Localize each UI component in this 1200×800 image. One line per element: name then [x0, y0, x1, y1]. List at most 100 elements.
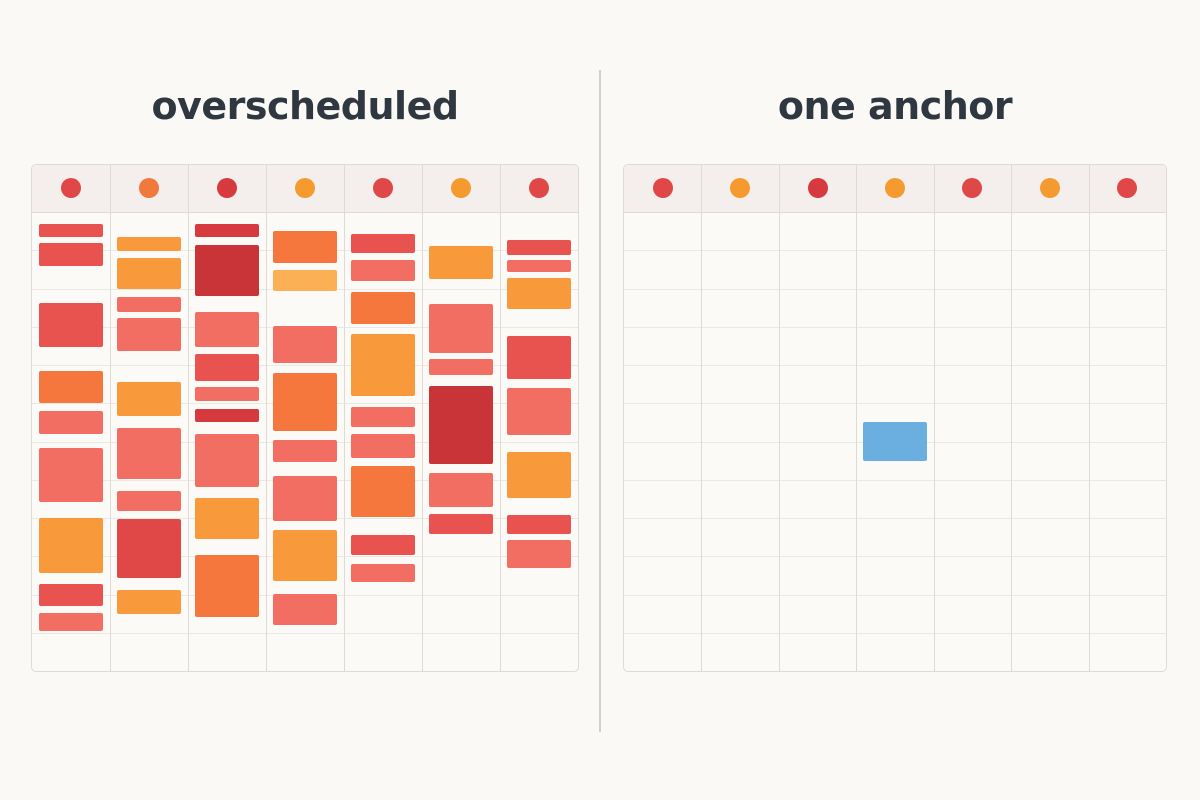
event-block[interactable]: [39, 584, 103, 606]
event-block[interactable]: [117, 297, 181, 312]
day-column-divider: [266, 165, 267, 671]
event-block[interactable]: [195, 311, 259, 348]
right-panel-title: one anchor: [777, 84, 1013, 128]
day-column-divider: [701, 165, 703, 671]
event-block[interactable]: [351, 333, 415, 396]
hour-gridline: [624, 518, 1166, 519]
hour-gridline: [624, 326, 1166, 328]
event-block[interactable]: [195, 409, 259, 422]
event-block[interactable]: [195, 498, 259, 539]
event-block[interactable]: [351, 434, 415, 459]
hour-gridline: [624, 479, 1166, 481]
day-column-divider: [778, 165, 780, 671]
day-indicator-dot: [1039, 178, 1060, 198]
hour-gridline: [624, 250, 1166, 252]
hour-gridline: [624, 556, 1166, 558]
event-block[interactable]: [195, 353, 259, 382]
day-indicator-dot: [885, 178, 905, 198]
day-indicator-dot: [1117, 178, 1138, 198]
event-block[interactable]: [39, 447, 103, 503]
event-block[interactable]: [195, 244, 259, 296]
event-block[interactable]: [507, 540, 571, 569]
event-block[interactable]: [429, 513, 493, 535]
event-block[interactable]: [507, 240, 571, 256]
event-block[interactable]: [351, 407, 415, 427]
hour-gridline: [624, 288, 1166, 290]
day-column-divider: [422, 165, 423, 671]
event-block[interactable]: [39, 518, 103, 573]
day-indicator-dot: [529, 178, 549, 198]
event-block[interactable]: [195, 554, 259, 618]
day-column-divider: [344, 165, 345, 671]
event-block[interactable]: [507, 514, 571, 535]
event-block[interactable]: [117, 257, 181, 290]
event-block[interactable]: [429, 358, 493, 376]
one-anchor-calendar: [623, 164, 1167, 672]
event-block[interactable]: [507, 259, 571, 273]
event-block[interactable]: [39, 370, 103, 403]
event-block[interactable]: [117, 589, 181, 614]
event-block[interactable]: [39, 224, 103, 237]
day-indicator-dot: [217, 178, 237, 198]
event-block[interactable]: [351, 563, 415, 582]
hour-gridline: [624, 403, 1166, 405]
event-block[interactable]: [351, 233, 415, 253]
day-indicator-dot: [962, 178, 983, 198]
day-indicator-dot: [61, 178, 81, 198]
event-block[interactable]: [507, 451, 571, 498]
event-block[interactable]: [195, 224, 259, 237]
event-block[interactable]: [273, 594, 337, 625]
event-block[interactable]: [117, 236, 181, 251]
event-block[interactable]: [273, 325, 337, 363]
event-block[interactable]: [273, 231, 337, 264]
day-indicator-dot: [295, 178, 315, 198]
event-block[interactable]: [273, 269, 337, 292]
event-block[interactable]: [117, 427, 181, 479]
event-block[interactable]: [39, 410, 103, 435]
day-indicator-dot: [451, 178, 471, 198]
panel-divider: [599, 70, 601, 732]
event-block[interactable]: [507, 277, 571, 309]
event-block[interactable]: [507, 335, 571, 379]
event-block[interactable]: [351, 259, 415, 282]
event-block[interactable]: [117, 519, 181, 579]
event-block[interactable]: [273, 476, 337, 521]
hour-gridline: [624, 365, 1166, 366]
event-block[interactable]: [39, 242, 103, 266]
event-block[interactable]: [39, 612, 103, 631]
day-column-divider: [188, 165, 189, 671]
overscheduled-calendar: [31, 164, 579, 672]
day-indicator-dot: [139, 178, 159, 198]
event-block[interactable]: [117, 382, 181, 417]
day-column-divider: [1088, 165, 1090, 671]
event-block[interactable]: [863, 421, 927, 461]
day-column-divider: [110, 165, 111, 671]
event-block[interactable]: [507, 388, 571, 435]
event-block[interactable]: [273, 529, 337, 581]
left-panel-title: overscheduled: [151, 84, 459, 128]
day-column-divider: [856, 165, 858, 671]
event-block[interactable]: [351, 466, 415, 518]
hour-gridline: [624, 632, 1166, 634]
event-block[interactable]: [351, 535, 415, 555]
event-block[interactable]: [195, 386, 259, 401]
hour-gridline: [32, 365, 578, 366]
day-column-divider: [1011, 165, 1013, 671]
hour-gridline: [624, 594, 1166, 596]
event-block[interactable]: [351, 291, 415, 325]
event-block[interactable]: [39, 302, 103, 348]
event-block[interactable]: [195, 434, 259, 487]
event-block[interactable]: [429, 304, 493, 353]
day-column-divider: [933, 165, 935, 671]
day-indicator-dot: [652, 178, 673, 198]
event-block[interactable]: [273, 440, 337, 462]
day-column-divider: [500, 165, 501, 671]
event-block[interactable]: [429, 385, 493, 465]
event-block[interactable]: [429, 246, 493, 279]
event-block[interactable]: [429, 472, 493, 508]
event-block[interactable]: [273, 373, 337, 431]
event-block[interactable]: [117, 317, 181, 351]
day-indicator-dot: [730, 178, 751, 198]
hour-gridline: [32, 632, 578, 634]
event-block[interactable]: [117, 491, 181, 511]
